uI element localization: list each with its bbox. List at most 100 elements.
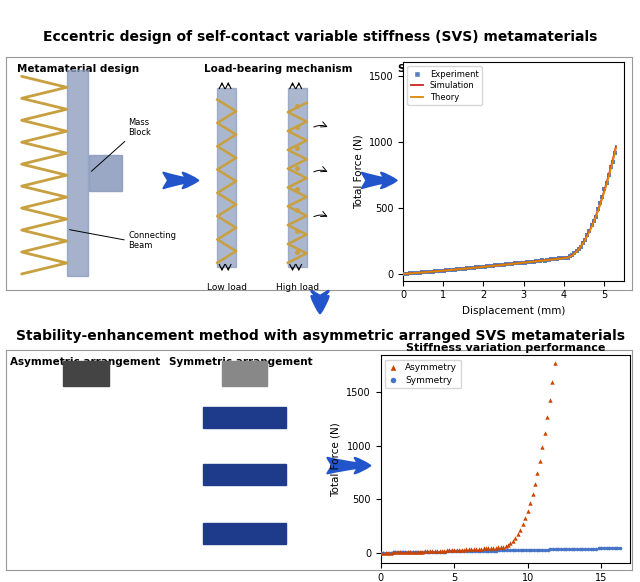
Point — [577, 544, 588, 553]
Text: Symmetric arrangement: Symmetric arrangement — [170, 357, 313, 367]
Point — [381, 548, 391, 557]
Legend: Experiment, Simulation, Theory: Experiment, Simulation, Theory — [408, 66, 482, 105]
Bar — [67, 70, 88, 276]
Point — [529, 257, 539, 266]
Point — [545, 545, 556, 554]
Point — [580, 235, 590, 244]
Point — [396, 548, 406, 557]
Point — [456, 546, 467, 556]
Text: Load-bearing mechanism: Load-bearing mechanism — [204, 64, 353, 74]
Point — [490, 261, 500, 270]
Point — [513, 545, 523, 555]
Point — [532, 545, 542, 555]
Point — [430, 267, 440, 276]
Point — [591, 212, 601, 222]
Point — [498, 542, 508, 552]
Point — [591, 544, 601, 553]
Point — [413, 268, 423, 278]
Point — [494, 546, 504, 555]
Point — [497, 546, 507, 555]
Point — [447, 265, 458, 275]
Point — [559, 253, 569, 262]
Point — [548, 254, 558, 264]
Point — [552, 254, 563, 264]
Point — [404, 269, 415, 278]
Point — [476, 544, 486, 553]
Text: High load: High load — [276, 283, 319, 292]
Point — [435, 546, 445, 555]
Point — [515, 525, 525, 534]
Point — [537, 255, 547, 265]
Bar — [90, 155, 122, 191]
Point — [533, 257, 543, 266]
Point — [435, 547, 445, 556]
Point — [389, 548, 399, 557]
Point — [466, 544, 476, 553]
Point — [542, 545, 552, 554]
Text: Stiffness variation performance: Stiffness variation performance — [397, 64, 586, 74]
Point — [406, 269, 417, 278]
Point — [424, 547, 435, 556]
Point — [461, 546, 472, 556]
Point — [447, 545, 457, 555]
Point — [393, 548, 403, 557]
Point — [610, 148, 620, 157]
Point — [549, 359, 559, 368]
Point — [432, 547, 442, 556]
Point — [427, 547, 437, 556]
Point — [454, 545, 464, 555]
Point — [454, 265, 464, 274]
Point — [412, 547, 422, 556]
Text: Eccentric design of self-contact variable stiffness (SVS) metamaterials: Eccentric design of self-contact variabl… — [43, 30, 597, 44]
Point — [599, 544, 609, 553]
Point — [394, 548, 404, 557]
Point — [508, 259, 518, 268]
Point — [422, 546, 433, 556]
Point — [501, 260, 511, 269]
Point — [608, 157, 618, 166]
Bar — [63, 361, 109, 386]
Text: Stability-enhancement method with asymmetric arranged SVS metamaterials: Stability-enhancement method with asymme… — [15, 329, 625, 343]
Text: Stiffness variation performance: Stiffness variation performance — [385, 357, 573, 367]
Point — [462, 264, 472, 273]
Text: Asymmetric arrangement: Asymmetric arrangement — [10, 357, 160, 367]
Point — [602, 178, 612, 187]
Bar — [204, 407, 286, 428]
Point — [503, 541, 513, 550]
Point — [602, 544, 612, 553]
Point — [477, 262, 488, 272]
Point — [403, 548, 413, 557]
Point — [593, 204, 603, 214]
Point — [420, 546, 430, 556]
Point — [481, 544, 491, 553]
Point — [413, 548, 424, 557]
Point — [547, 378, 557, 387]
Point — [584, 226, 595, 235]
Point — [552, 338, 562, 347]
Point — [534, 545, 545, 554]
Title: Stiffness variation performance: Stiffness variation performance — [406, 343, 605, 353]
Point — [415, 547, 425, 556]
Point — [405, 547, 415, 556]
Point — [508, 536, 518, 545]
Point — [565, 252, 575, 261]
Point — [546, 254, 556, 264]
Point — [475, 262, 485, 272]
Point — [479, 262, 490, 271]
Point — [439, 546, 449, 555]
Point — [421, 547, 431, 556]
Point — [557, 292, 567, 301]
Point — [583, 544, 593, 553]
Point — [510, 545, 520, 555]
Point — [615, 544, 625, 553]
Point — [408, 548, 418, 557]
Point — [452, 265, 462, 274]
Bar — [52, 407, 121, 428]
Point — [497, 260, 507, 269]
Point — [586, 544, 596, 553]
Point — [454, 546, 464, 556]
Point — [559, 267, 570, 276]
Point — [422, 267, 432, 276]
Point — [520, 513, 531, 523]
Point — [500, 542, 511, 551]
